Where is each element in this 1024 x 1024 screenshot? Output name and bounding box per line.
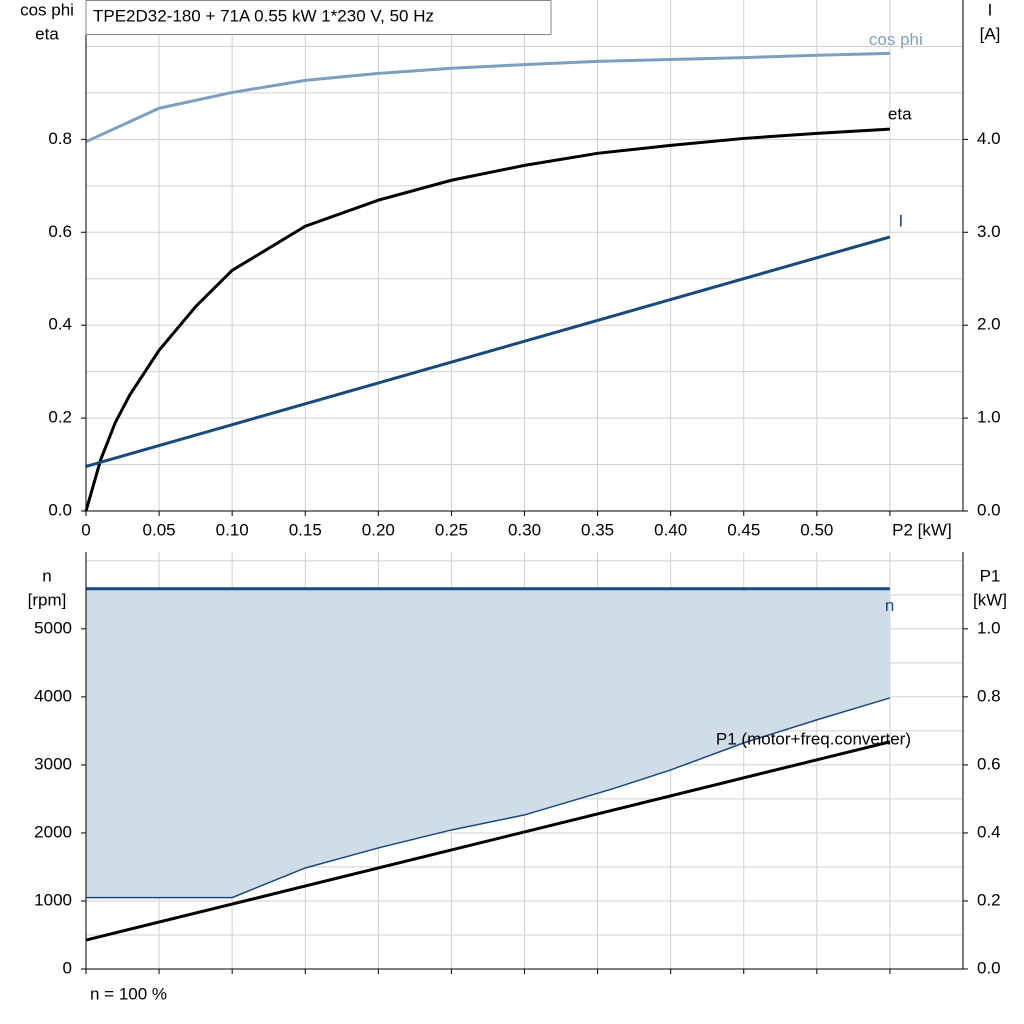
y2-tick-label: 0.2: [977, 890, 1001, 909]
series-line: [84, 127, 891, 512]
x-tick-label: 0.35: [581, 520, 614, 539]
y-tick-label: 0.2: [48, 408, 72, 427]
series-label: eta: [888, 105, 912, 124]
x-tick-label: 0.50: [800, 520, 833, 539]
y-tick-label: 3000: [34, 754, 72, 773]
series-line: [85, 740, 891, 942]
y-tick-label: 0.6: [48, 222, 72, 241]
x-tick-label: P2 [kW]: [892, 520, 952, 539]
y-axis-label: n: [42, 566, 51, 585]
y-tick-label: 2000: [34, 822, 72, 841]
y-tick-label: 4000: [34, 686, 72, 705]
y2-tick-label: 0.8: [977, 686, 1001, 705]
series-label: I: [899, 211, 904, 230]
x-tick-label: 0.25: [435, 520, 468, 539]
y2-tick-label: 2.0: [977, 315, 1001, 334]
y-tick-label: 5000: [34, 618, 72, 637]
x-tick-label: 0.10: [216, 520, 249, 539]
y2-tick-label: 0.0: [977, 500, 1001, 519]
y2-axis-label: [A]: [980, 24, 1001, 43]
series-label: P1 (motor+freq.converter): [716, 729, 911, 748]
x-tick-label: 0.40: [654, 520, 687, 539]
y2-tick-label: 0.6: [977, 754, 1001, 773]
band-lower-line: [86, 697, 891, 899]
y-tick-label: 1000: [34, 890, 72, 909]
y-tick-label: 0.8: [48, 129, 72, 148]
x-tick-label: 0.30: [508, 520, 541, 539]
chart-title: TPE2D32-180 + 71A 0.55 kW 1*230 V, 50 Hz: [93, 6, 434, 25]
x-tick-label: 0.20: [362, 520, 395, 539]
series-label: cos phi: [869, 30, 923, 49]
y2-tick-label: 4.0: [977, 129, 1001, 148]
y-axis-label: cos phi: [20, 0, 74, 19]
y2-tick-label: 0.4: [977, 822, 1001, 841]
x-tick-label: 0.15: [289, 520, 322, 539]
x-tick-label: 0.45: [727, 520, 760, 539]
series-label: n: [885, 596, 894, 615]
y2-axis-label: P1: [980, 566, 1001, 585]
y2-tick-label: 1.0: [977, 618, 1001, 637]
note: n = 100 %: [90, 984, 167, 1003]
y-tick-label: 0.0: [48, 500, 72, 519]
x-tick-label: 0.05: [143, 520, 176, 539]
x-tick-label: 0: [81, 520, 90, 539]
y2-tick-label: 1.0: [977, 408, 1001, 427]
y-axis-label: eta: [35, 24, 59, 43]
y2-axis-label: I: [988, 0, 993, 19]
series-line: [85, 51, 890, 144]
series-line: [85, 235, 891, 468]
y2-tick-label: 0.0: [977, 958, 1001, 977]
y2-tick-label: 3.0: [977, 222, 1001, 241]
band-area: [86, 588, 890, 898]
y-axis-label: [rpm]: [28, 590, 67, 609]
y-tick-label: 0: [63, 958, 72, 977]
y-tick-label: 0.4: [48, 315, 72, 334]
title-box: [85, 0, 552, 35]
y2-axis-label: [kW]: [973, 590, 1007, 609]
